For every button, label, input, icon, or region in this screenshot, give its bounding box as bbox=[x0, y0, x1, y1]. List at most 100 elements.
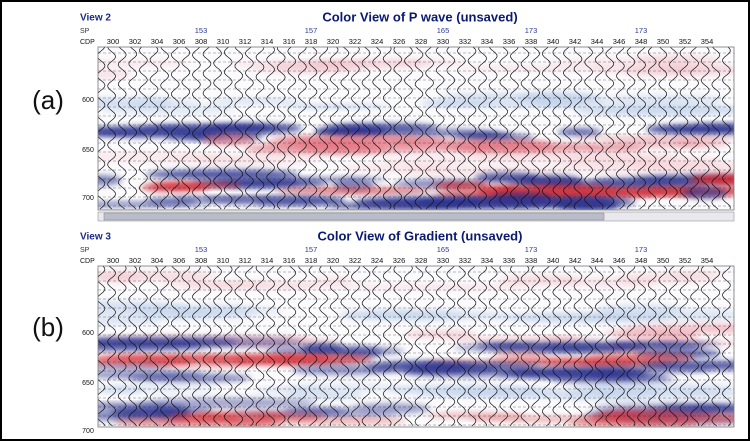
amplitude-patch bbox=[301, 343, 344, 356]
time-label: 650 bbox=[82, 147, 94, 154]
sp-number: 157 bbox=[305, 245, 318, 254]
wiggle-trace bbox=[584, 47, 593, 210]
wiggle-trace bbox=[351, 266, 360, 427]
amplitude-patch bbox=[98, 300, 190, 313]
sp-number: 153 bbox=[195, 245, 208, 254]
wiggle-trace bbox=[531, 266, 540, 427]
wiggle-trace bbox=[308, 47, 318, 210]
sp-number: 173 bbox=[635, 26, 648, 35]
cdp-number: 348 bbox=[635, 37, 648, 46]
amplitude-patch bbox=[421, 99, 494, 106]
wiggle-trace bbox=[457, 47, 466, 209]
wiggle-trace bbox=[382, 266, 392, 427]
view-title: Color View of Gradient (unsaved) bbox=[318, 228, 523, 243]
wiggle-trace bbox=[679, 266, 689, 427]
cdp-number: 336 bbox=[503, 256, 516, 265]
wiggle-trace bbox=[266, 266, 275, 427]
amplitude-patch bbox=[447, 336, 606, 343]
sp-number: 173 bbox=[525, 26, 538, 35]
sp-label: SP bbox=[80, 28, 90, 35]
wiggle-trace bbox=[372, 266, 381, 427]
cdp-number: 342 bbox=[569, 256, 582, 265]
cdp-number: 322 bbox=[349, 256, 362, 265]
wiggle-trace bbox=[552, 47, 562, 210]
amplitude-patch bbox=[475, 342, 538, 350]
wiggle-trace bbox=[488, 266, 498, 427]
amplitude-patch bbox=[395, 139, 551, 147]
wiggle-trace bbox=[626, 47, 636, 210]
cdp-number: 320 bbox=[327, 37, 340, 46]
wiggle-trace bbox=[711, 266, 721, 427]
wiggle-trace bbox=[202, 266, 212, 427]
amplitude-patch bbox=[204, 195, 344, 206]
cdp-number: 310 bbox=[217, 256, 230, 265]
wiggle-trace bbox=[319, 266, 328, 427]
wiggle-trace bbox=[213, 47, 222, 210]
wiggle-trace bbox=[573, 47, 583, 210]
wiggle-trace bbox=[616, 266, 625, 427]
wiggle-trace bbox=[435, 47, 445, 210]
wiggle-trace bbox=[446, 266, 456, 427]
wiggle-trace bbox=[192, 266, 201, 427]
wiggle-trace bbox=[414, 47, 424, 210]
amplitude-patch bbox=[113, 416, 284, 427]
cdp-number: 332 bbox=[459, 37, 472, 46]
amplitude-patch bbox=[681, 186, 728, 199]
amplitude-patch bbox=[166, 337, 306, 348]
cdp-number: 304 bbox=[151, 37, 164, 46]
wiggle-trace bbox=[669, 47, 678, 210]
wiggle-trace bbox=[573, 266, 583, 427]
wiggle-trace bbox=[478, 266, 487, 427]
cdp-number: 316 bbox=[283, 256, 296, 265]
amplitude-patch bbox=[98, 59, 191, 68]
wiggle-trace bbox=[117, 47, 127, 210]
wiggle-trace bbox=[510, 47, 519, 210]
amplitude-patch bbox=[348, 403, 431, 414]
amplitude-patch bbox=[98, 371, 204, 379]
wiggle-trace bbox=[276, 266, 286, 427]
amplitude-patch bbox=[403, 330, 478, 338]
sp-label: SP bbox=[80, 247, 90, 254]
cdp-number: 334 bbox=[481, 256, 494, 265]
cdp-number: 320 bbox=[327, 256, 340, 265]
wiggle-trace bbox=[626, 266, 636, 427]
wiggle-trace bbox=[425, 47, 434, 210]
cdp-number: 342 bbox=[569, 37, 582, 46]
sp-number: 173 bbox=[525, 245, 538, 254]
wiggle-trace bbox=[467, 266, 477, 427]
seismic-section bbox=[98, 266, 734, 427]
amplitude-patch bbox=[226, 61, 390, 68]
amplitude-patch bbox=[623, 323, 734, 334]
amplitude-patch bbox=[285, 390, 363, 401]
amplitude-patch bbox=[400, 165, 576, 176]
time-label: 700 bbox=[82, 428, 94, 435]
cdp-number: 308 bbox=[195, 37, 208, 46]
cdp-number: 354 bbox=[701, 256, 714, 265]
amplitude-patch bbox=[254, 387, 327, 393]
cdp-number: 340 bbox=[547, 256, 560, 265]
wiggle-trace bbox=[234, 266, 244, 427]
wiggle-trace bbox=[711, 47, 721, 210]
wiggle-trace bbox=[616, 47, 625, 210]
cdp-number: 326 bbox=[393, 37, 406, 46]
wiggle-trace bbox=[700, 266, 710, 427]
amplitude-patch bbox=[688, 123, 734, 129]
cdp-number: 350 bbox=[657, 37, 670, 46]
wiggle-trace bbox=[658, 47, 668, 210]
cdp-number: 338 bbox=[525, 37, 538, 46]
wiggle-trace bbox=[128, 266, 138, 427]
amplitude-patch bbox=[98, 270, 221, 281]
cdp-number: 324 bbox=[371, 256, 384, 265]
amplitude-patch bbox=[557, 128, 602, 136]
cdp-number: 340 bbox=[547, 37, 560, 46]
wiggle-trace bbox=[329, 266, 339, 427]
amplitude-patch bbox=[362, 284, 531, 290]
cdp-number: 300 bbox=[107, 256, 120, 265]
wiggle-trace bbox=[107, 47, 116, 210]
amplitude-patch bbox=[452, 196, 631, 205]
wiggle-trace bbox=[361, 47, 371, 210]
view-name: View 2 bbox=[80, 13, 111, 24]
wiggle-trace bbox=[605, 47, 615, 210]
wiggle-trace bbox=[266, 47, 275, 210]
amplitude-patch bbox=[453, 132, 513, 140]
